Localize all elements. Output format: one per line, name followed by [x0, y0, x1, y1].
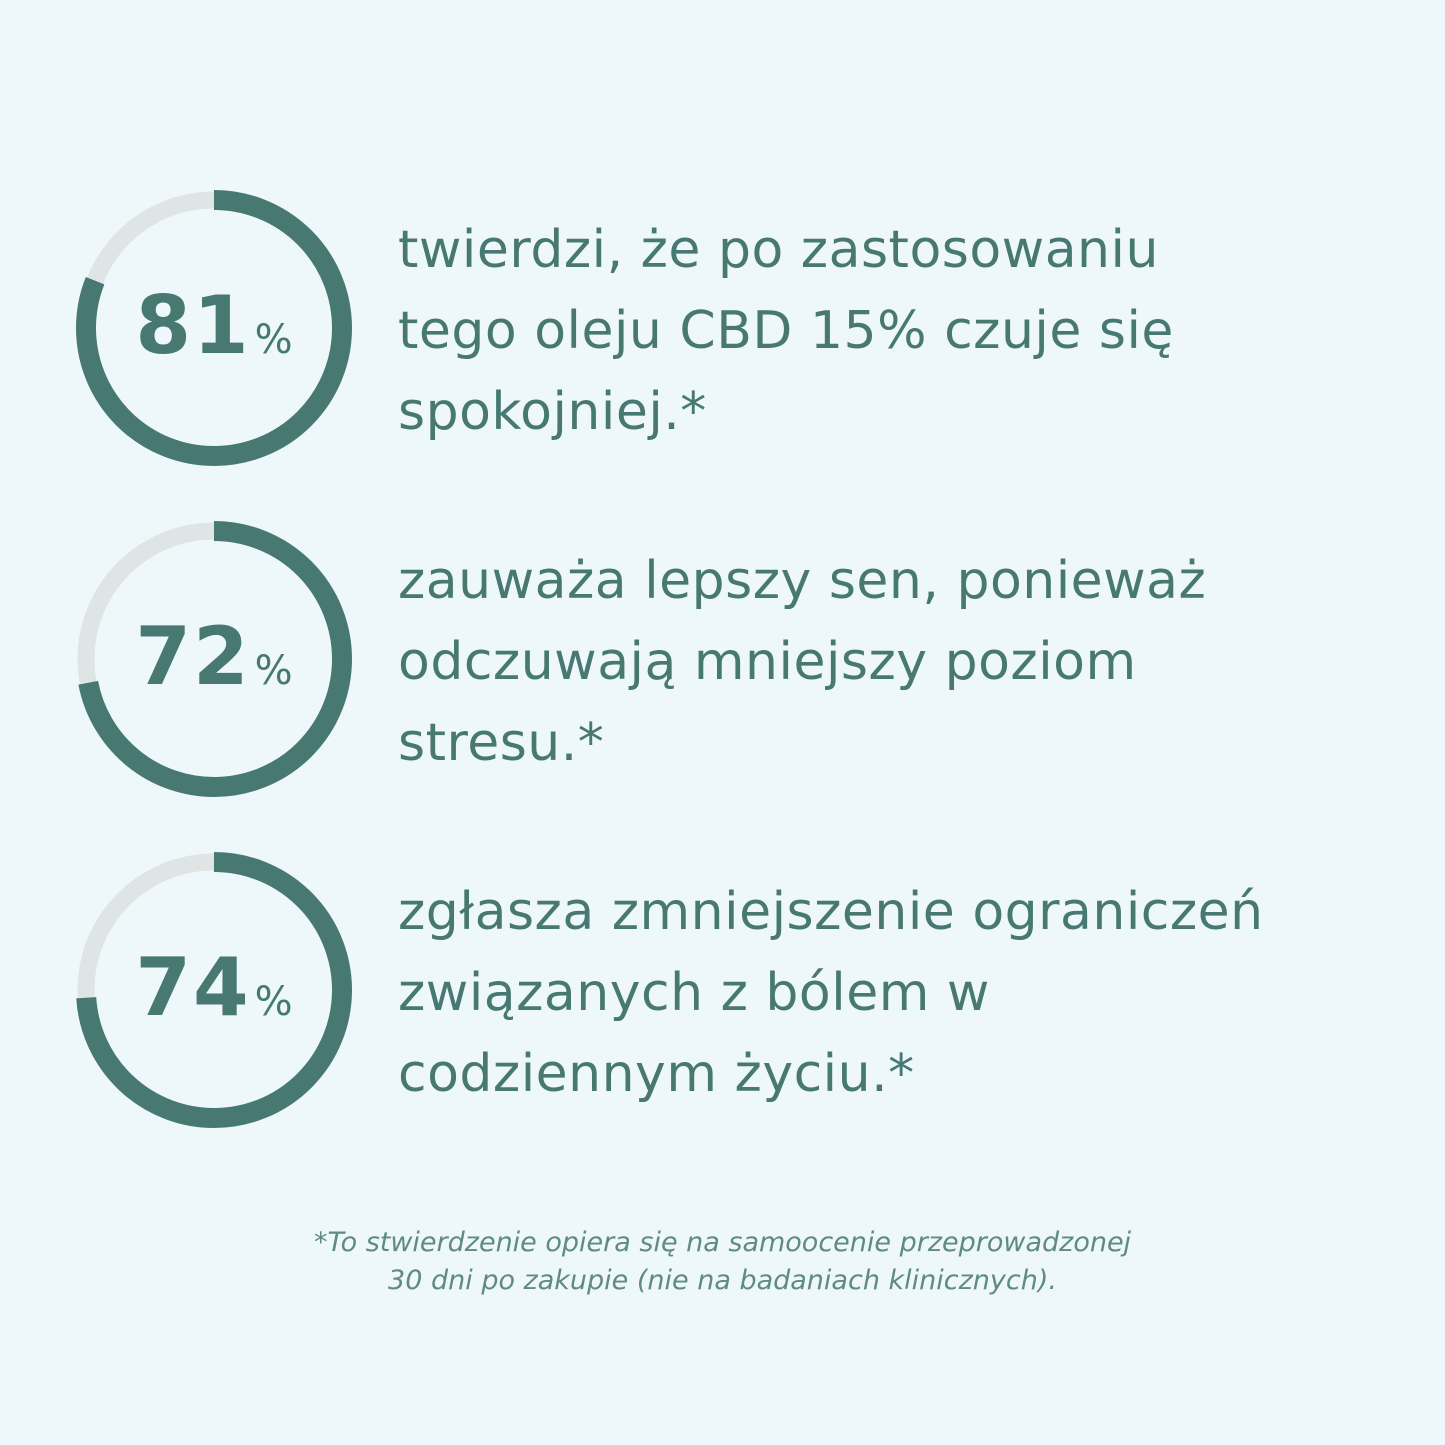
stat-description-line: codziennym życiu.* [398, 1044, 915, 1104]
percentage-value: 72 [135, 610, 251, 703]
progress-ring-1: 81 % [76, 190, 352, 466]
footnote-line: *To stwierdzenie opiera się na samooceni… [313, 1227, 1132, 1258]
progress-ring-fill [76, 852, 352, 1128]
percentage-label: 72 % [76, 521, 352, 797]
stat-description-line: stresu.* [398, 713, 605, 773]
footnote: *To stwierdzenie opiera się na samooceni… [0, 1224, 1445, 1300]
stat-description-line: spokojniej.* [398, 382, 707, 442]
stat-row-2: 72 % zauważa lepszy sen, ponieważ odczuw… [76, 521, 1396, 797]
progress-ring-3: 74 % [76, 852, 352, 1128]
percent-sign: % [254, 648, 293, 694]
stat-description-line: zgłasza zmniejszenie ograniczeń [398, 882, 1264, 942]
progress-ring-svg-1 [76, 190, 352, 466]
stat-description: zauważa lepszy sen, ponieważ odczuwają m… [398, 541, 1398, 784]
progress-ring-svg-2 [76, 521, 352, 797]
stat-description-line: zauważa lepszy sen, ponieważ [398, 551, 1207, 611]
percentage-label: 74 % [76, 852, 352, 1128]
percentage-value: 81 [135, 279, 251, 372]
progress-ring-svg-3 [76, 852, 352, 1128]
stat-description: twierdzi, że po zastosowaniu tego oleju … [398, 210, 1398, 453]
progress-ring-fill [76, 190, 352, 466]
stat-description: zgłasza zmniejszenie ograniczeń związany… [398, 872, 1398, 1115]
stat-row-1: 81 % twierdzi, że po zastosowaniu tego o… [76, 190, 1396, 466]
footnote-line: 30 dni po zakupie (nie na badaniach klin… [388, 1265, 1057, 1296]
percentage-label: 81 % [76, 190, 352, 466]
stat-description-line: twierdzi, że po zastosowaniu [398, 220, 1159, 280]
percentage-value: 74 [135, 941, 251, 1034]
stat-row-3: 74 % zgłasza zmniejszenie ograniczeń zwi… [76, 852, 1396, 1128]
progress-ring-2: 72 % [76, 521, 352, 797]
progress-ring-fill [76, 521, 352, 797]
percent-sign: % [254, 317, 293, 363]
stat-description-line: tego oleju CBD 15% czuje się [398, 301, 1174, 361]
percent-sign: % [254, 979, 293, 1025]
stat-description-line: odczuwają mniejszy poziom [398, 632, 1137, 692]
stat-description-line: związanych z bólem w [398, 963, 990, 1023]
